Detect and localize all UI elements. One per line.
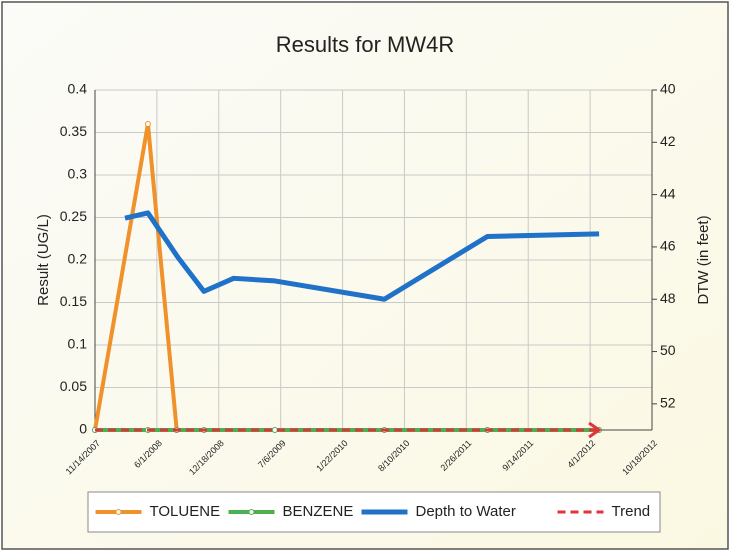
y2-tick-label: 44 (660, 185, 676, 201)
y-tick-label: 0.35 (60, 123, 87, 139)
y2-tick-label: 40 (660, 81, 676, 97)
y-tick-label: 0.25 (60, 208, 87, 224)
chart-title: Results for MW4R (276, 32, 454, 57)
y-tick-label: 0.2 (68, 251, 88, 267)
y2-axis-label: DTW (in feet) (695, 215, 712, 304)
y-tick-label: 0 (79, 421, 87, 437)
y-tick-label: 0.1 (68, 336, 88, 352)
point (271, 427, 278, 433)
y-tick-label: 0.15 (60, 293, 87, 309)
trend-arrow (588, 421, 602, 439)
y2-tick-label: 48 (660, 290, 676, 306)
y-tick-label: 0.3 (68, 166, 88, 182)
legend-label: BENZENE (283, 503, 354, 520)
legend-label: Depth to Water (416, 503, 516, 520)
y2-tick-label: 52 (660, 395, 676, 411)
legend-marker (248, 509, 255, 515)
y-tick-label: 0.4 (68, 81, 88, 97)
y-axis-label: Result (UG/L) (35, 214, 52, 306)
legend-label: TOLUENE (150, 503, 221, 520)
y2-tick-label: 46 (660, 238, 676, 254)
legend-marker (115, 509, 122, 515)
series-line (124, 210, 600, 302)
y-tick-label: 0.05 (60, 378, 87, 394)
y2-tick-label: 42 (660, 133, 676, 149)
y2-tick-label: 50 (660, 342, 676, 358)
legend-label: Trend (612, 503, 651, 520)
point (144, 121, 151, 127)
